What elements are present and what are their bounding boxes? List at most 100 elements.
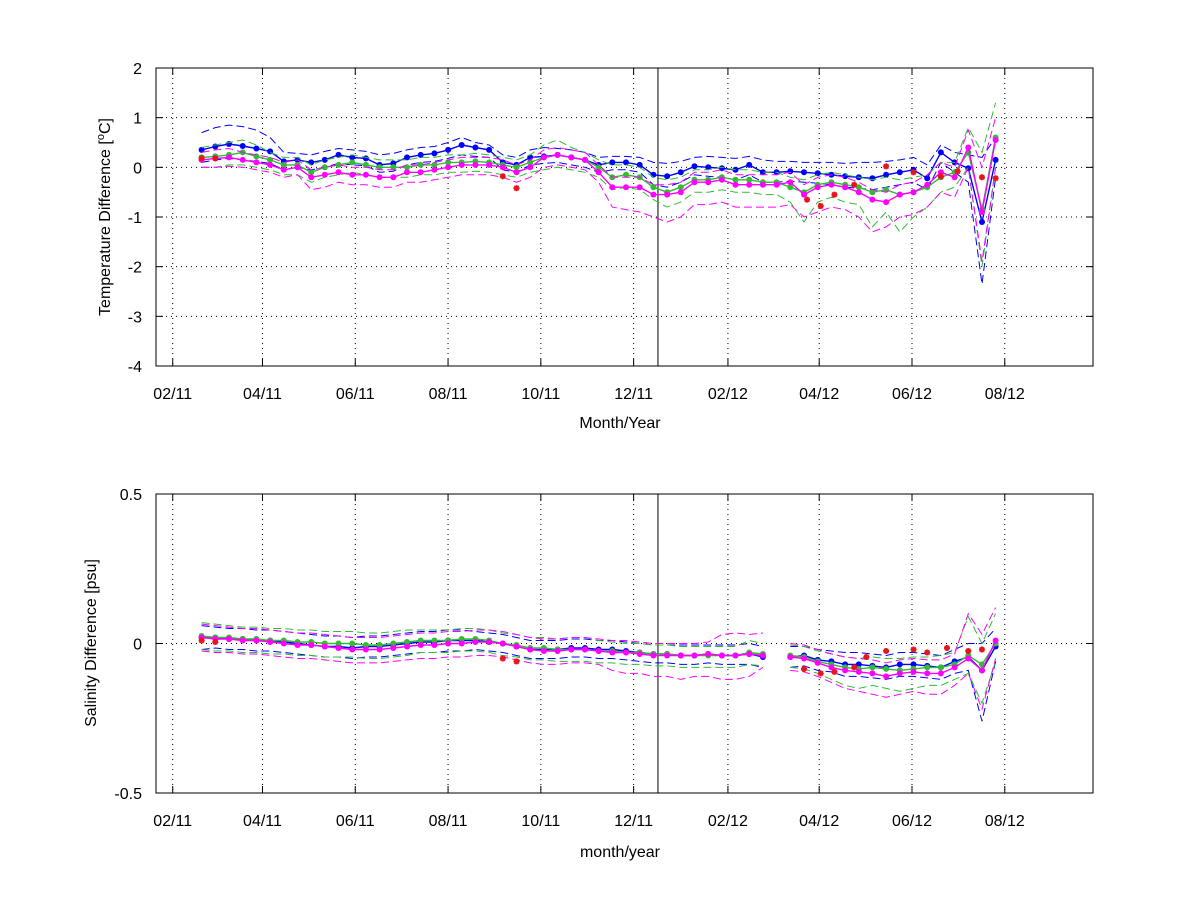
salinity-xtick-label: 02/12 — [708, 813, 748, 830]
temperature-series-2-upper-bound — [201, 117, 997, 193]
temperature-series-2-point — [280, 166, 287, 173]
temperature-series-2-point — [965, 144, 972, 151]
temperature-series-2-point — [582, 156, 588, 163]
temperature-series-0-point — [883, 171, 890, 178]
temperature-xtick-label: 06/11 — [336, 386, 375, 403]
temperature-ytick-label: -4 — [128, 359, 142, 376]
salinity-red-point-stroke — [910, 646, 917, 653]
temperature-series-2-point — [554, 151, 561, 158]
temperature-series-2-point — [540, 154, 547, 161]
temperature-red-point — [817, 203, 824, 210]
salinity-ytick-label: -0.5 — [114, 786, 142, 803]
temperature-series-0-point — [458, 142, 465, 148]
temperature-red-point-stroke — [212, 155, 219, 162]
salinity-series-2-point — [226, 636, 232, 642]
salinity-ytick-label: 0.5 — [120, 487, 142, 504]
temperature-series-2-point — [746, 181, 753, 188]
salinity-series-0-lower-bound — [201, 647, 997, 722]
temperature-series-0-point — [623, 159, 629, 166]
temperature-red-point — [910, 169, 917, 176]
salinity-series-2-point — [896, 670, 903, 677]
temperature-series-2-point — [677, 189, 684, 196]
salinity-series-1-point — [924, 664, 931, 671]
salinity-series-2-point — [801, 655, 807, 662]
salinity-series-2-point — [499, 640, 506, 647]
temperature-red-point — [937, 173, 944, 180]
temperature-series-0-point — [472, 144, 479, 151]
salinity-series-2-point — [431, 642, 438, 648]
salinity-xtick-label: 06/12 — [892, 813, 932, 830]
temperature-xtick-label: 04/12 — [799, 386, 839, 403]
temperature-series-0-point — [814, 170, 821, 177]
temperature-series-2-point — [376, 174, 383, 181]
temperature-xtick-label: 02/11 — [153, 386, 192, 403]
temperature-series-1-point — [869, 189, 876, 196]
salinity-red-point — [924, 649, 931, 656]
salinity-series-0-point — [910, 661, 917, 668]
salinity-series-2-point — [883, 673, 890, 680]
temperature-series-1-point — [417, 161, 424, 168]
temperature-xtick-label: 10/11 — [521, 386, 560, 403]
temperature-red-point-stroke — [831, 191, 838, 198]
temperature-series-1-point — [376, 164, 383, 171]
temperature-series-2-point — [924, 181, 931, 188]
salinity-series-2-point — [445, 640, 452, 647]
temperature-xtick-label: 04/11 — [243, 386, 282, 403]
salinity-series-1-upper-bound — [201, 613, 997, 660]
temperature-series-2-point — [759, 181, 766, 188]
temperature-red-point-stroke — [817, 203, 824, 209]
salinity-xtick-label: 04/12 — [799, 813, 839, 830]
temperature-series-0-point — [705, 164, 712, 171]
salinity-series-1-point — [937, 664, 944, 671]
salinity-series-2-point — [965, 655, 972, 662]
temperature-series-1-point — [362, 161, 369, 168]
temperature-xlabel: Month/Year — [579, 415, 661, 432]
temperature-series-0-point — [759, 169, 766, 176]
temperature-series-0-point — [362, 155, 369, 162]
temperature-red-point-stroke — [198, 155, 205, 162]
temperature-series-1-point — [595, 164, 602, 171]
salinity-red-point-stroke — [944, 645, 950, 651]
salinity-series-2-point — [321, 643, 328, 650]
temperature-series-2-point — [404, 169, 410, 176]
salinity-red-point — [513, 658, 520, 665]
temperature-series-0-point — [636, 161, 643, 168]
temperature-series-0-point — [431, 150, 438, 157]
temperature-series-2-point — [335, 169, 342, 176]
temperature-series-0-point — [445, 146, 452, 153]
temperature-series-0-point — [486, 146, 493, 153]
salinity-red-point-stroke — [965, 648, 972, 654]
temperature-panel: 02/11 04/11 06/11 08/11 10/11 12/11 02/12 04/12… — [95, 61, 1094, 432]
salinity-series-2-point — [787, 654, 794, 660]
salinity-red-point-stroke — [500, 655, 506, 662]
salinity-series-1-point — [335, 640, 342, 647]
salinity-series-2-point — [636, 651, 643, 657]
salinity-red-point — [943, 644, 950, 651]
salinity-red-point — [851, 664, 858, 671]
salinity-series-2-point — [677, 652, 684, 659]
temperature-series-2-point — [609, 184, 616, 191]
temperature-series-2-point — [664, 191, 671, 198]
temperature-xtick-label: 02/12 — [708, 386, 748, 403]
temperature-series-1-point — [431, 161, 438, 168]
temperature-series-2-point — [513, 169, 520, 176]
salinity-series-1-point — [431, 637, 438, 644]
salinity-series-2-point — [732, 652, 739, 659]
salinity-series-2-point — [472, 639, 479, 645]
temperature-series-2-point — [253, 159, 260, 166]
salinity-series-1-point — [349, 640, 356, 647]
temperature-series-0-point — [979, 219, 985, 225]
temperature-ytick-label: -2 — [128, 260, 142, 277]
temperature-series-2-point — [349, 171, 356, 178]
temperature-series-2-point — [828, 181, 835, 188]
temperature-series-2-point — [787, 179, 794, 186]
temperature-series-2-point — [718, 176, 725, 183]
salinity-series-1-point — [390, 640, 397, 647]
temperature-series-2-point — [417, 169, 424, 176]
salinity-series-2-point — [554, 648, 561, 654]
salinity-xtick-label: 12/11 — [614, 813, 653, 830]
temperature-red-point — [212, 155, 219, 162]
salinity-series-1-point — [458, 636, 465, 642]
temperature-series-0-point — [896, 169, 903, 176]
temperature-red-point — [198, 155, 205, 162]
